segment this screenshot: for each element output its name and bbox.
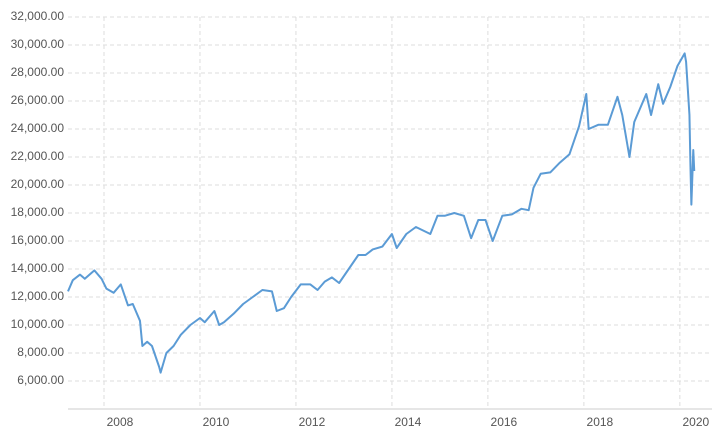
y-tick-label: 26,000.00 [11, 93, 65, 107]
y-tick-label: 14,000.00 [11, 261, 65, 275]
y-tick-label: 18,000.00 [11, 205, 65, 219]
y-tick-label: 24,000.00 [11, 121, 65, 135]
x-tick-label: 2010 [203, 415, 230, 429]
line [67, 52, 696, 374]
x-tick-label: 2012 [299, 415, 326, 429]
y-tick-label: 28,000.00 [11, 65, 65, 79]
x-tick-label: 2008 [107, 415, 134, 429]
y-tick-label: 12,000.00 [11, 289, 65, 303]
x-tick-label: 2014 [395, 415, 422, 429]
x-tick-label: 2018 [587, 415, 614, 429]
y-tick-label: 16,000.00 [11, 233, 65, 247]
y-tick-label: 32,000.00 [11, 9, 65, 23]
y-tick-label: 22,000.00 [11, 149, 65, 163]
y-tick-label: 8,000.00 [17, 345, 64, 359]
x-tick-label: 2020 [682, 415, 709, 429]
y-tick-label: 10,000.00 [11, 317, 65, 331]
y-tick-label: 30,000.00 [11, 37, 65, 51]
y-tick-label: 20,000.00 [11, 177, 65, 191]
x-tick-label: 2016 [491, 415, 518, 429]
y-tick-label: 6,000.00 [17, 373, 64, 387]
